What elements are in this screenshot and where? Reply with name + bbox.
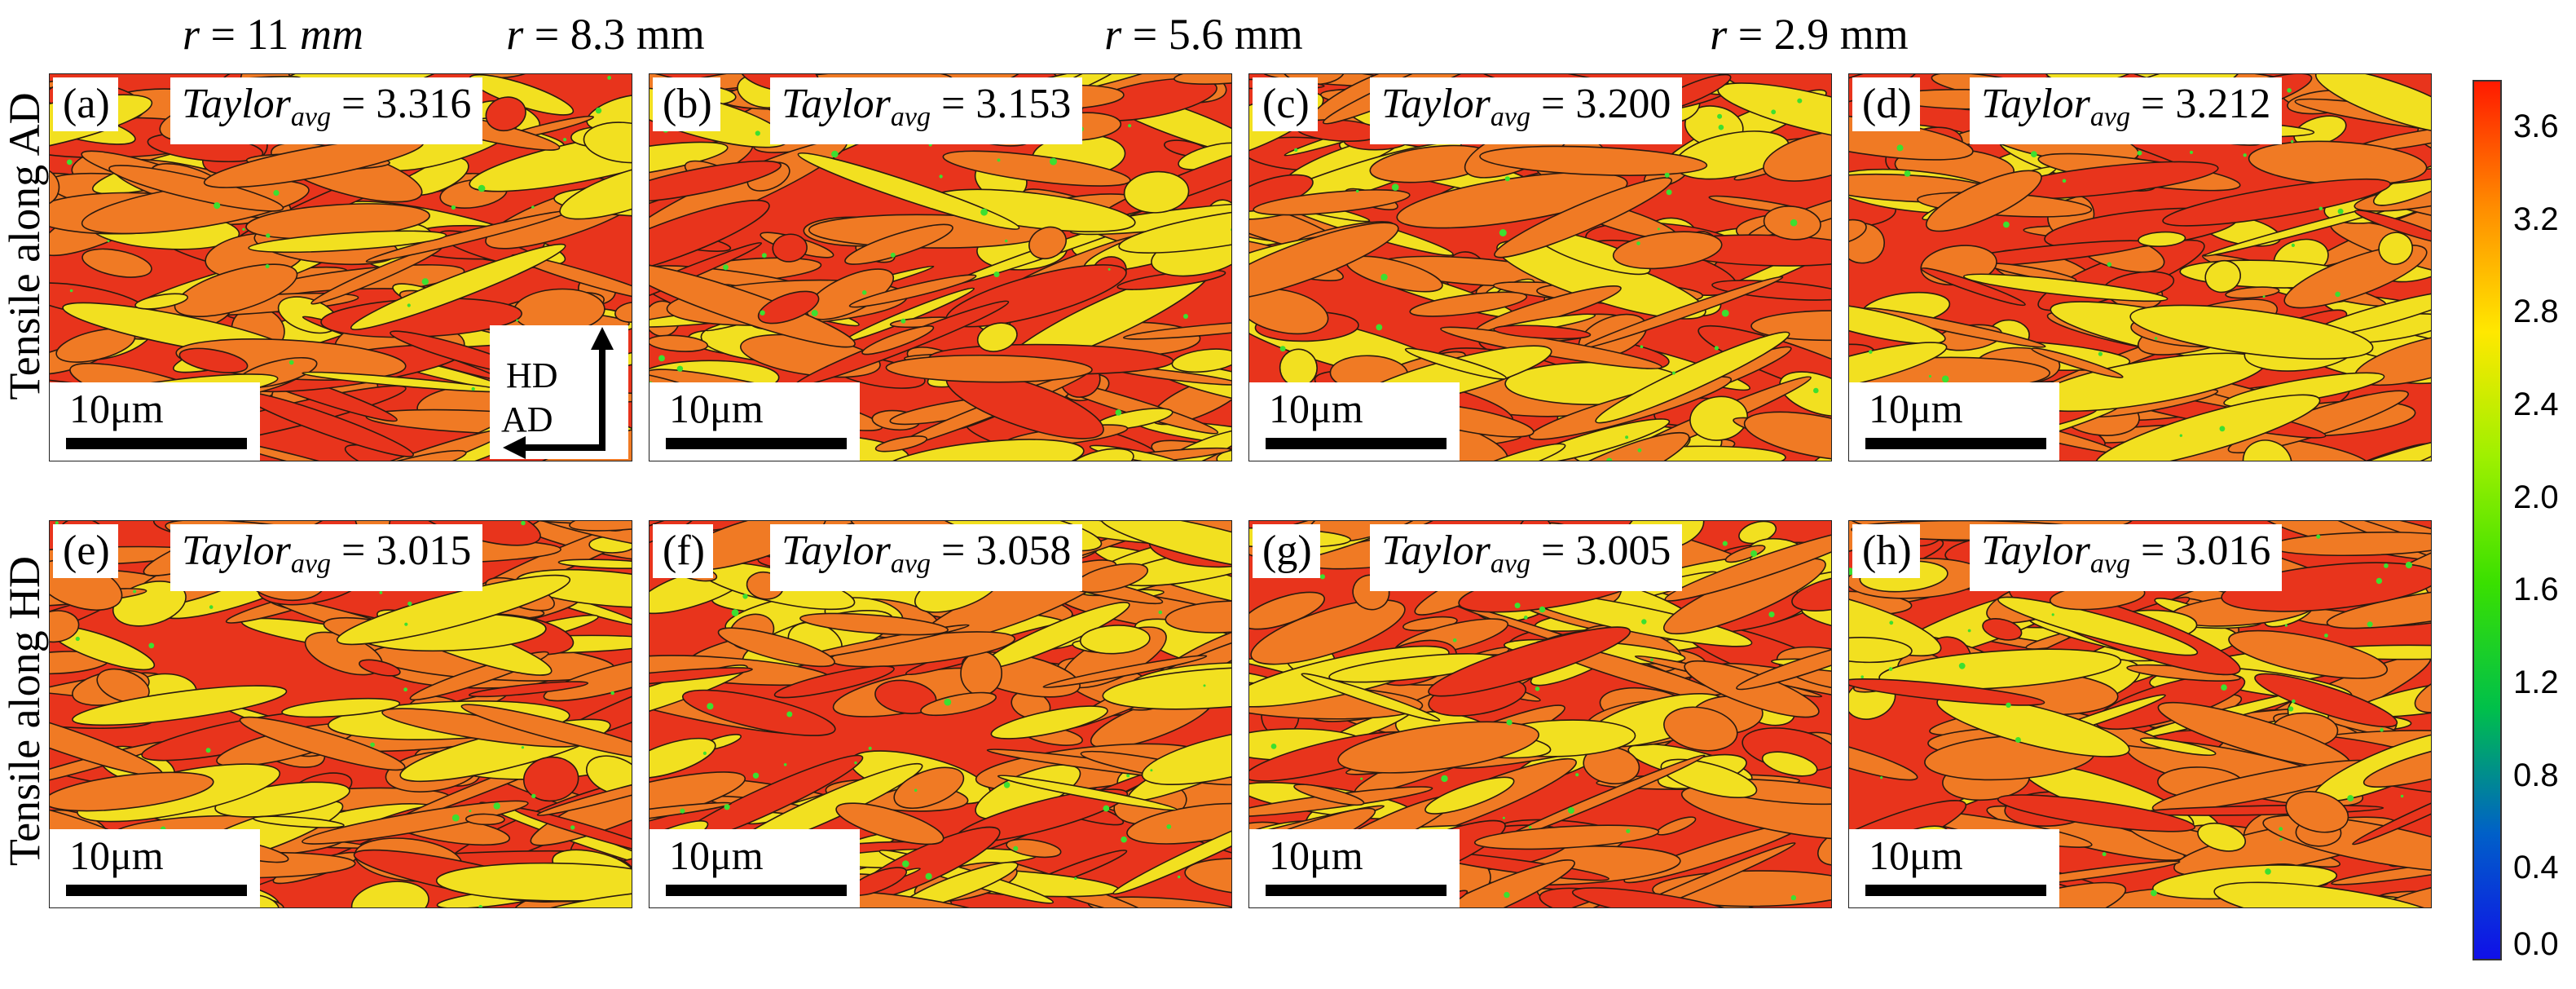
taylor-value: Tayloravg = 3.015: [170, 524, 483, 591]
taylor-value: Tayloravg = 3.316: [170, 77, 483, 144]
scale-label: 10μm: [1869, 832, 1963, 878]
scale-bar: 10μm: [1249, 382, 1460, 461]
scale-label: 10μm: [69, 832, 164, 878]
colorbar-tick-label: 0.0: [2513, 926, 2559, 962]
panel-d: (d) Tayloravg = 3.212 10μm: [1848, 73, 2432, 461]
scale-bar: 10μm: [50, 829, 260, 907]
colorbar-tick-label: 1.6: [2513, 572, 2559, 608]
colorbar-tick-label: 3.6: [2513, 108, 2559, 144]
taylor-value: Tayloravg = 3.058: [770, 524, 1083, 591]
colorbar-tick-label: 0.4: [2513, 850, 2559, 886]
colorbar-tick-label: 1.2: [2513, 664, 2559, 700]
column-header-2: r = 8.3 mm: [506, 10, 705, 59]
panel-label: (e): [53, 524, 118, 578]
scale-label: 10μm: [1269, 832, 1363, 878]
panel-label: (b): [653, 77, 720, 131]
panel-c: (c) Tayloravg = 3.200 10μm: [1248, 73, 1832, 461]
axis-label-ad: AD: [501, 400, 553, 439]
panel-label: (g): [1253, 524, 1320, 578]
colorbar-tick-label: 0.8: [2513, 757, 2559, 793]
panel-a: (a) Tayloravg = 3.316 HD AD 10μm: [49, 73, 632, 461]
panel-label: (c): [1253, 77, 1318, 131]
scale-bar: 10μm: [1849, 382, 2059, 461]
scale-bar: 10μm: [650, 829, 860, 907]
panel-label: (h): [1852, 524, 1920, 578]
scale-bar: 10μm: [1249, 829, 1460, 907]
row-header-hd: Tensile along HD: [0, 555, 49, 867]
colorbar-tick-label: 2.0: [2513, 479, 2559, 515]
panel-h: (h) Tayloravg = 3.016 10μm: [1848, 520, 2432, 908]
taylor-value: Tayloravg = 3.016: [1970, 524, 2283, 591]
taylor-value: Tayloravg = 3.200: [1370, 77, 1683, 144]
panel-e: (e) Tayloravg = 3.015 10μm: [49, 520, 632, 908]
scale-label: 10μm: [1869, 386, 1963, 431]
taylor-value: Tayloravg = 3.212: [1970, 77, 2283, 144]
axis-indicator: HD AD: [490, 325, 628, 459]
column-header-4: r = 2.9 mm: [1710, 10, 1909, 59]
colorbar-tick-label: 2.4: [2513, 386, 2559, 422]
scale-bar: 10μm: [50, 382, 260, 461]
scale-label: 10μm: [69, 386, 164, 431]
scale-bar: 10μm: [650, 382, 860, 461]
taylor-value: Tayloravg = 3.005: [1370, 524, 1683, 591]
panel-g: (g) Tayloravg = 3.005 10μm: [1248, 520, 1832, 908]
panel-f: (f) Tayloravg = 3.058 10μm: [649, 520, 1232, 908]
panel-label: (f): [653, 524, 713, 578]
column-header-1: r = 11 mm: [183, 10, 363, 59]
colorbar-tick-label: 2.8: [2513, 294, 2559, 330]
panel-label: (a): [53, 77, 118, 131]
axis-label-hd: HD: [506, 355, 558, 395]
panel-b: (b) Tayloravg = 3.153 10μm: [649, 73, 1232, 461]
taylor-value: Tayloravg = 3.153: [770, 77, 1083, 144]
scale-label: 10μm: [1269, 386, 1363, 431]
axis-arrows-icon: HD AD: [501, 327, 614, 459]
scale-label: 10μm: [669, 832, 764, 878]
colorbar-tick-label: 3.2: [2513, 201, 2559, 237]
panel-label: (d): [1852, 77, 1920, 131]
row-header-ad: Tensile along AD: [0, 92, 49, 400]
scale-bar: 10μm: [1849, 829, 2059, 907]
colorbar: [2473, 80, 2502, 960]
scale-label: 10μm: [669, 386, 764, 431]
column-header-3: r = 5.6 mm: [1104, 10, 1303, 59]
